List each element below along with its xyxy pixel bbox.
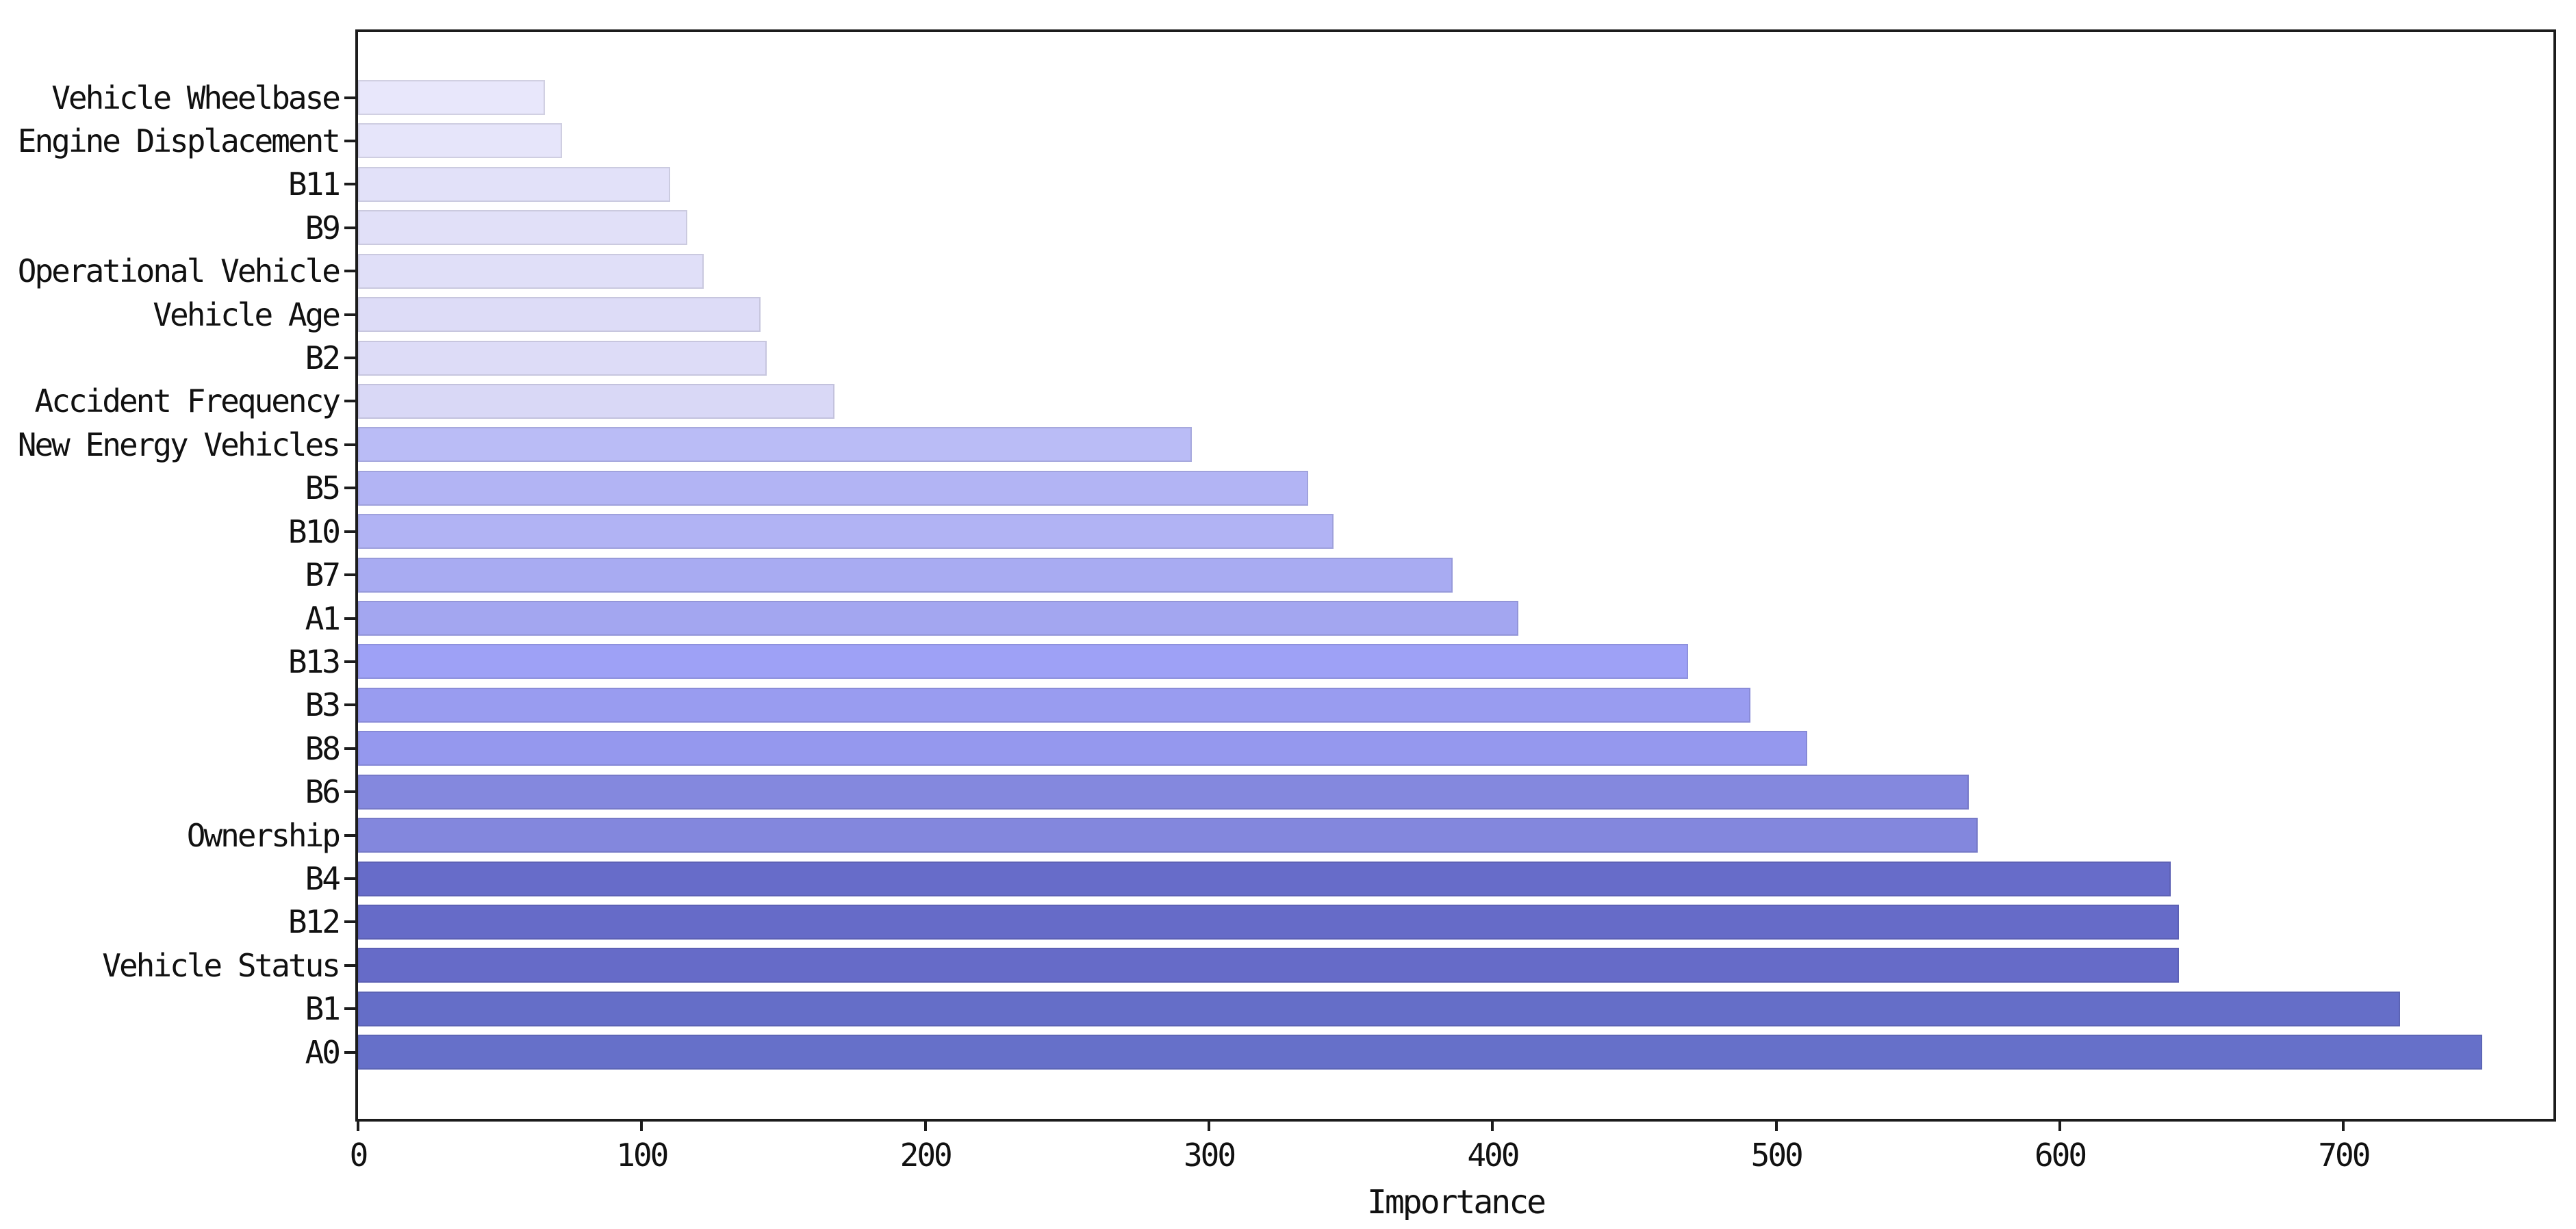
x-tick-mark <box>1491 1122 1494 1131</box>
bar-b6 <box>358 774 1969 810</box>
x-tick-mark <box>357 1122 359 1131</box>
y-tick-label: B13 <box>288 643 341 680</box>
bar-b5 <box>358 470 1309 506</box>
y-tick-mark <box>344 877 355 881</box>
y-tick-mark <box>344 833 355 837</box>
y-tick-label: Operational Vehicle <box>17 253 341 290</box>
x-tick-label: 200 <box>900 1137 953 1174</box>
y-tick-mark <box>344 703 355 707</box>
y-tick-mark <box>344 660 355 663</box>
bar-engine-displacement <box>358 123 563 159</box>
y-tick-label: B9 <box>305 209 341 246</box>
y-tick-mark <box>344 487 355 490</box>
x-tick-mark <box>1774 1122 1778 1131</box>
y-tick-mark <box>344 617 355 620</box>
y-tick-label: New Energy Vehicles <box>17 426 341 463</box>
bar-b10 <box>358 514 1334 549</box>
y-tick-label: B5 <box>305 469 341 507</box>
x-tick-label: 700 <box>2318 1137 2371 1174</box>
y-tick-mark <box>344 790 355 794</box>
bar-b7 <box>358 557 1453 593</box>
bar-b2 <box>358 340 767 376</box>
x-axis-title: Importance <box>1367 1183 1546 1221</box>
y-tick-label: B4 <box>305 860 341 898</box>
y-tick-mark <box>344 96 355 99</box>
y-tick-mark <box>344 573 355 577</box>
bar-b9 <box>358 210 687 246</box>
y-tick-label: B3 <box>305 686 341 724</box>
y-tick-label: B8 <box>305 729 341 767</box>
bar-ownership <box>358 818 1978 853</box>
y-tick-mark <box>344 1050 355 1054</box>
y-tick-label: B2 <box>305 339 341 377</box>
x-tick-label: 100 <box>616 1137 669 1174</box>
bar-new-energy-vehicles <box>358 427 1193 463</box>
y-tick-label: B7 <box>305 556 341 594</box>
bar-b4 <box>358 861 2171 896</box>
bar-b3 <box>358 687 1751 723</box>
y-tick-mark <box>344 963 355 967</box>
y-tick-mark <box>344 443 355 446</box>
y-tick-label: Engine Displacement <box>17 122 341 159</box>
y-tick-mark <box>344 313 355 316</box>
bar-accident-frequency <box>358 383 835 419</box>
y-tick-label: Vehicle Wheelbase <box>51 79 341 116</box>
y-tick-label: B11 <box>288 166 341 203</box>
x-tick-label: 0 <box>349 1137 369 1174</box>
bar-vehicle-age <box>358 297 761 333</box>
y-tick-mark <box>344 400 355 403</box>
x-tick-label: 500 <box>1750 1137 1804 1174</box>
x-tick-mark <box>2058 1122 2062 1131</box>
y-tick-mark <box>344 357 355 360</box>
y-tick-label: B6 <box>305 773 341 811</box>
y-tick-mark <box>344 139 355 142</box>
bar-a0 <box>358 1035 2483 1070</box>
y-tick-label: Vehicle Age <box>153 296 341 333</box>
y-tick-mark <box>344 747 355 750</box>
y-tick-label: Vehicle Status <box>102 946 341 984</box>
y-tick-label: B12 <box>288 903 341 941</box>
x-tick-label: 600 <box>2034 1137 2087 1174</box>
bar-b13 <box>358 644 1689 680</box>
y-tick-mark <box>344 183 355 186</box>
y-tick-label: Ownership <box>186 816 341 854</box>
y-tick-label: B10 <box>288 513 341 550</box>
bar-b11 <box>358 166 670 202</box>
x-tick-mark <box>1208 1122 1211 1131</box>
y-tick-label: A1 <box>305 599 341 637</box>
bar-b1 <box>358 991 2401 1026</box>
bar-vehicle-status <box>358 948 2180 983</box>
y-tick-label: A0 <box>305 1033 341 1071</box>
bar-vehicle-wheelbase <box>358 80 546 115</box>
x-tick-mark <box>923 1122 927 1131</box>
y-tick-mark <box>344 270 355 273</box>
y-tick-mark <box>344 226 355 229</box>
y-tick-label: B1 <box>305 990 341 1028</box>
y-tick-mark <box>344 530 355 533</box>
y-tick-mark <box>344 1007 355 1011</box>
plot-area <box>355 29 2556 1122</box>
x-tick-mark <box>2342 1122 2345 1131</box>
x-tick-label: 300 <box>1183 1137 1236 1174</box>
y-tick-label: Accident Frequency <box>34 383 342 420</box>
bar-b12 <box>358 904 2180 940</box>
y-tick-mark <box>344 920 355 924</box>
bar-b8 <box>358 731 1808 766</box>
x-tick-label: 400 <box>1467 1137 1520 1174</box>
bar-operational-vehicle <box>358 253 704 289</box>
x-tick-mark <box>640 1122 643 1131</box>
bar-a1 <box>358 601 1518 636</box>
